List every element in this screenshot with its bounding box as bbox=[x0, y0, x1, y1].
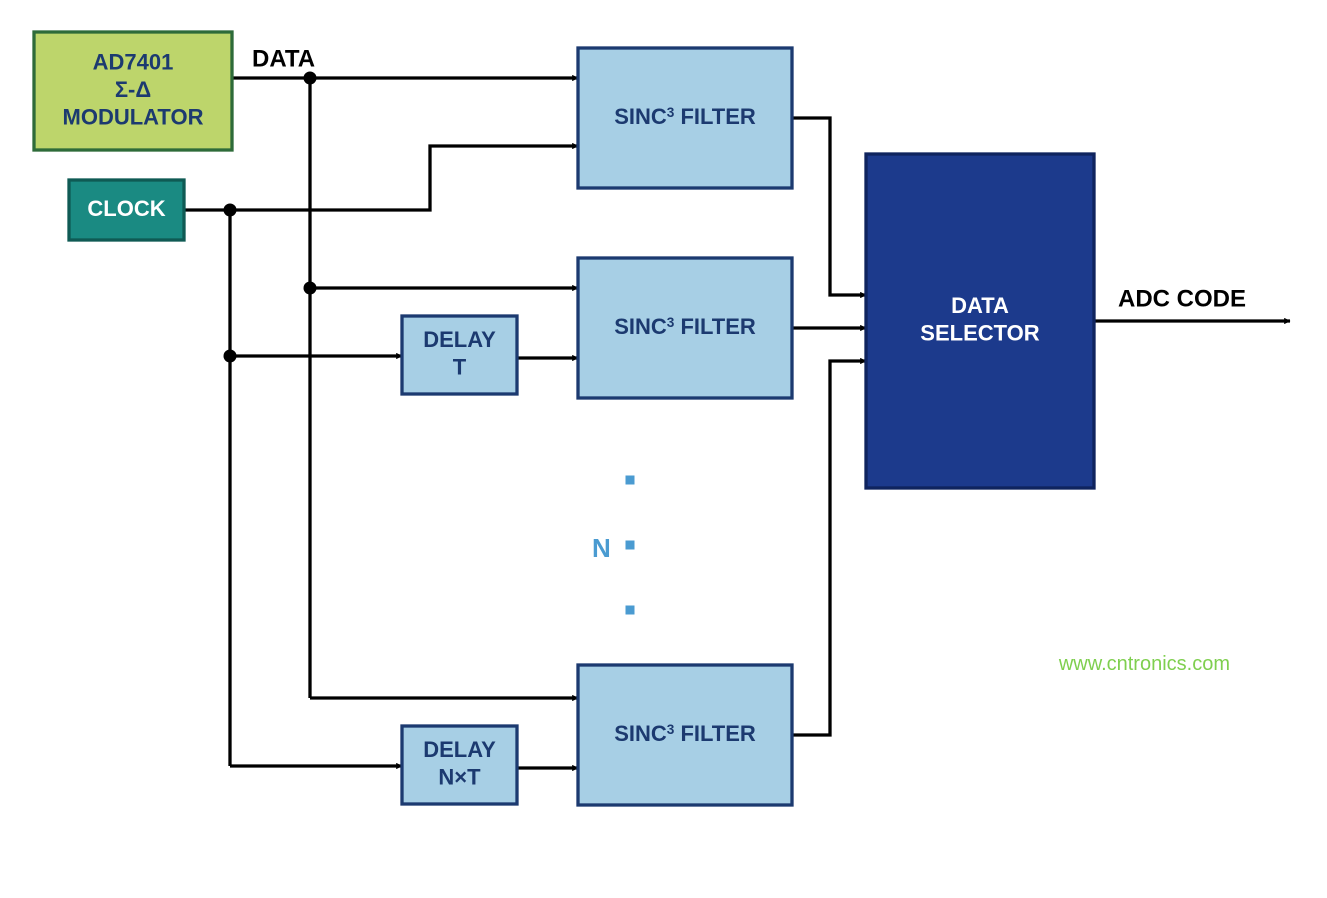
selector-label-0: DATA bbox=[951, 293, 1009, 318]
label-n: N bbox=[592, 533, 611, 563]
delay_t-label-1: T bbox=[453, 355, 467, 380]
modulator-label-0: AD7401 bbox=[93, 49, 174, 74]
sinc1-label: SINC3 FILTER bbox=[614, 104, 756, 129]
delay_t-label-0: DELAY bbox=[423, 327, 496, 352]
delay_nt-block: DELAY N×T bbox=[402, 726, 517, 804]
delay_t-block: DELAY T bbox=[402, 316, 517, 394]
ellipsis-dot-1 bbox=[626, 541, 635, 550]
modulator-block: AD7401 Σ-ΔMODULATOR bbox=[34, 32, 232, 150]
selector-block: DATA SELECTOR bbox=[866, 154, 1094, 488]
watermark: www.cntronics.com bbox=[1058, 653, 1230, 675]
modulator-label-1: Σ-Δ bbox=[115, 77, 151, 102]
wire-clock-to-sinc1 bbox=[184, 146, 578, 210]
modulator-label-2: MODULATOR bbox=[63, 104, 204, 129]
delay_nt-label-1: N×T bbox=[438, 765, 481, 790]
junction-dot bbox=[224, 204, 237, 217]
sinc3-block: SINC3 FILTER bbox=[578, 665, 792, 805]
sinc3-label: SINC3 FILTER bbox=[614, 721, 756, 746]
clock-block: CLOCK bbox=[69, 180, 184, 240]
ellipsis-dot-0 bbox=[626, 476, 635, 485]
label-adc_code: ADC CODE bbox=[1118, 285, 1246, 312]
junction-dot bbox=[304, 72, 317, 85]
sinc2-label: SINC3 FILTER bbox=[614, 314, 756, 339]
label-data: DATA bbox=[252, 45, 315, 72]
junction-dot bbox=[304, 282, 317, 295]
delay_nt-label-0: DELAY bbox=[423, 737, 496, 762]
junction-dot bbox=[224, 350, 237, 363]
clock-label-0: CLOCK bbox=[87, 196, 165, 221]
wire-sinc3-selector bbox=[792, 361, 866, 735]
sinc2-block: SINC3 FILTER bbox=[578, 258, 792, 398]
selector-label-1: SELECTOR bbox=[920, 321, 1040, 346]
sinc1-block: SINC3 FILTER bbox=[578, 48, 792, 188]
blocks-layer: AD7401 Σ-ΔMODULATOR CLOCK DELAY T DELAY N×T SIN… bbox=[34, 32, 1094, 805]
ellipsis-dot-2 bbox=[626, 606, 635, 615]
wire-sinc1-selector bbox=[792, 118, 866, 295]
